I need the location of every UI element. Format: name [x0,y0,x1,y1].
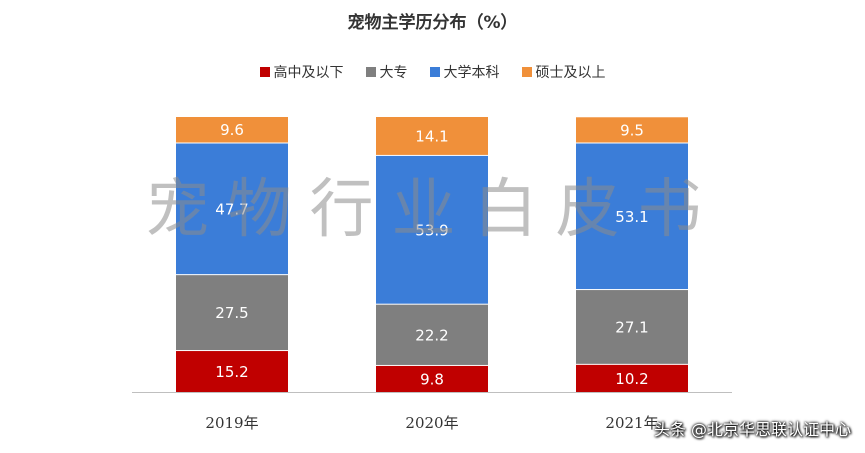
data-label-master-2: 14.1 [415,127,448,145]
legend-label: 硕士及以上 [535,65,606,81]
bar-segment-high-school-3 [576,364,688,392]
bar-segment-high-school-2 [376,365,488,392]
data-label-high-school-3: 10.2 [615,370,648,388]
bar-segment-bachelor-3 [576,143,688,290]
legend-swatch [429,67,440,77]
legend-item-high-school: 高中及以下 [259,62,344,82]
bar-segment-college-2 [376,304,488,365]
data-label-master-1: 9.6 [220,121,244,139]
data-label-college-2: 22.2 [415,326,448,344]
chart-title: 宠物主学历分布（%） [347,13,518,33]
data-label-bachelor-3: 53.1 [615,208,648,226]
legend-swatch [365,67,376,77]
footer-credit: 头条 @北京华思联认证中心 [653,420,851,439]
data-label-college-3: 27.1 [615,318,648,336]
data-label-bachelor-1: 47.7 [215,200,248,218]
bar-segment-college-1 [176,275,288,351]
data-label-high-school-1: 15.2 [215,363,248,381]
bar-segment-master-1 [176,117,288,143]
legend-label: 大学本科 [443,65,500,81]
legend-label: 大专 [379,65,408,81]
legend-item-master: 硕士及以上 [521,62,606,82]
bar-segment-bachelor-1 [176,143,288,275]
legend-label: 高中及以下 [273,65,344,81]
x-tick-label-1: 2019年 [205,414,258,432]
x-tick-label-2: 2020年 [405,414,458,432]
bar-segment-master-3 [576,117,688,143]
data-label-college-1: 27.5 [215,304,248,322]
bar-segment-master-2 [376,117,488,155]
x-tick-label-3: 2021年 [605,414,658,432]
data-label-bachelor-2: 53.9 [415,221,448,239]
legend-swatch [259,67,270,77]
bar-segment-college-3 [576,290,688,364]
legend-swatch [521,67,532,77]
data-label-high-school-2: 9.8 [420,370,444,388]
bar-segment-bachelor-2 [376,155,488,304]
legend-item-bachelor: 大学本科 [429,62,500,82]
legend-item-college: 大专 [365,62,408,82]
data-label-master-3: 9.5 [620,121,644,139]
bar-segment-high-school-1 [176,351,288,392]
legend: 高中及以下 大专 大学本科 硕士及以上 [0,62,865,82]
